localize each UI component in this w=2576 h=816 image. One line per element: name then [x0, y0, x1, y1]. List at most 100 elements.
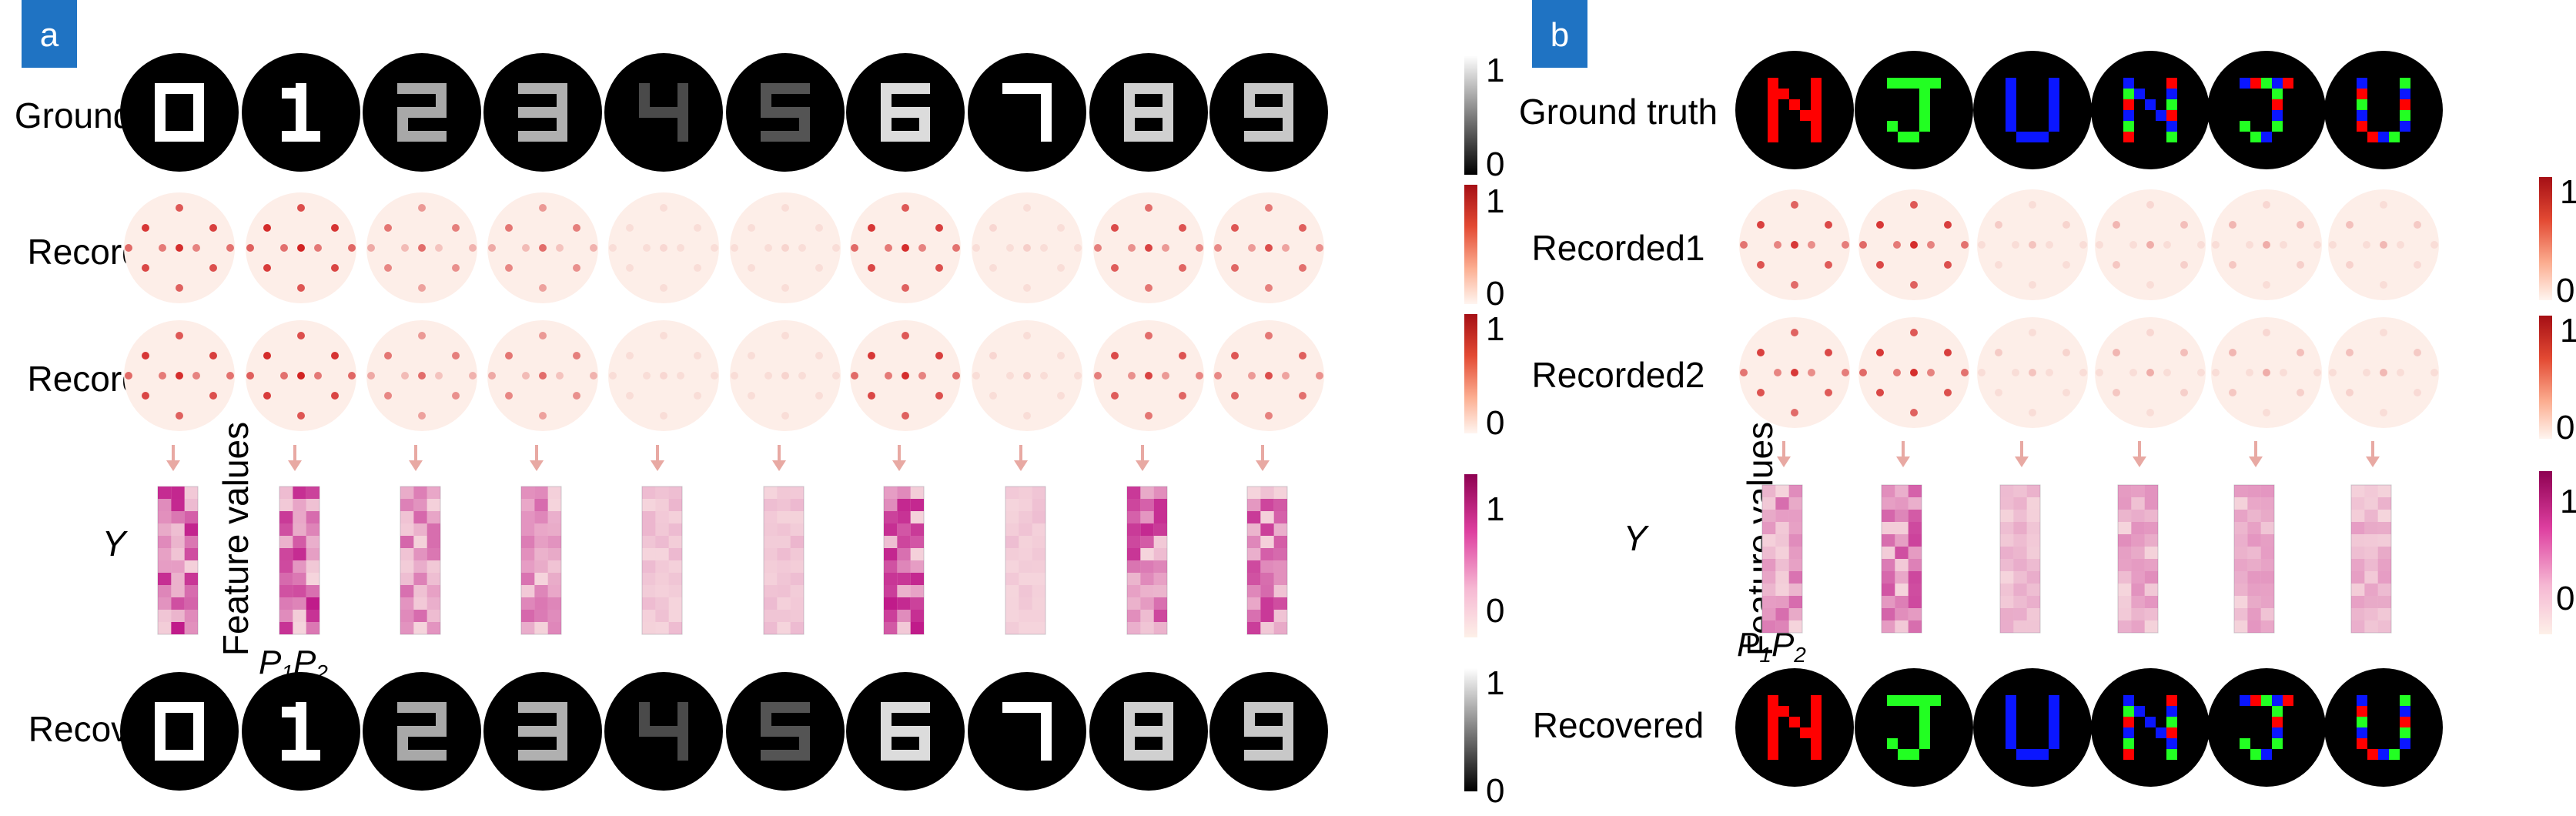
- letter-pixel: [1919, 695, 1930, 706]
- letter-pixel: [1887, 695, 1898, 706]
- feature-cell: [1762, 571, 1776, 584]
- intensity-spot: [2062, 389, 2070, 396]
- intensity-disk: [972, 192, 1082, 303]
- letter-pixel: [2038, 132, 2049, 142]
- feature-cell: [306, 597, 319, 610]
- letter-pixel: [2378, 132, 2389, 142]
- feature-cell: [1788, 571, 1802, 584]
- feature-cell: [2131, 534, 2145, 547]
- intensity-spot: [851, 372, 858, 380]
- digit-stroke: [1124, 83, 1173, 94]
- intensity-spot: [418, 412, 426, 420]
- letter-pixel: [2400, 717, 2410, 727]
- feature-cell: [1882, 522, 1895, 534]
- feature-cell: [400, 499, 414, 511]
- intensity-spot: [192, 244, 200, 252]
- letter-pixel: [1811, 738, 1822, 749]
- letter-pixel: [2272, 110, 2283, 121]
- feature-cell: [777, 511, 791, 523]
- intensity-spot: [1927, 369, 1935, 376]
- letter-pixel: [1778, 706, 1789, 717]
- feature-cell: [1273, 523, 1287, 536]
- panel-b-feature-5: [2350, 484, 2392, 634]
- feature-cell: [910, 585, 924, 597]
- feature-cell: [2364, 608, 2378, 620]
- feature-cell: [1273, 536, 1287, 548]
- panel-a-gt-digit-9: [1209, 53, 1328, 172]
- feature-cell: [2026, 608, 2040, 620]
- feature-cell: [1882, 596, 1895, 608]
- letter-pixel: [2134, 89, 2145, 99]
- intensity-spot: [885, 244, 892, 252]
- digit-stroke: [881, 726, 930, 737]
- feature-cell: [1908, 497, 1922, 510]
- feature-cell: [910, 622, 924, 634]
- feature-cell: [1127, 597, 1141, 610]
- letter-pixel: [2166, 706, 2177, 717]
- feature-cell: [2000, 584, 2014, 596]
- feature-cell: [521, 597, 535, 610]
- feature-cell: [910, 597, 924, 610]
- feature-cell: [2118, 547, 2132, 559]
- feature-cell: [1127, 536, 1141, 548]
- object-disk: [2324, 668, 2443, 787]
- intensity-spot: [764, 372, 772, 380]
- feature-cell: [777, 597, 791, 610]
- feature-cell: [1908, 596, 1922, 608]
- feature-cell: [655, 573, 669, 585]
- intensity-spot: [263, 264, 271, 272]
- feature-cell: [1788, 608, 1802, 620]
- intensity-spot: [1995, 389, 2002, 396]
- feature-cell: [642, 560, 656, 573]
- feature-cell: [1273, 511, 1287, 523]
- feature-cell: [306, 573, 319, 585]
- letter-pixel: [1887, 78, 1898, 89]
- intensity-spot: [1023, 412, 1031, 420]
- feature-cell: [2260, 510, 2274, 522]
- feature-cell: [2118, 522, 2132, 534]
- feature-cell: [1260, 610, 1274, 622]
- letter-pixel: [2049, 717, 2059, 727]
- colorbar-max-label: 1: [2560, 312, 2576, 349]
- intensity-spot: [488, 372, 496, 380]
- feature-cell: [1019, 597, 1032, 610]
- intensity-spot: [660, 204, 667, 212]
- feature-cell: [1140, 573, 1154, 585]
- intensity-spot: [176, 204, 183, 212]
- feature-cell: [171, 499, 185, 511]
- intensity-spot: [142, 264, 149, 272]
- feature-cell: [1762, 497, 1776, 510]
- feature-cell: [547, 622, 561, 634]
- arrow-head: [1896, 456, 1910, 467]
- feature-cell: [521, 622, 535, 634]
- feature-cell: [427, 610, 440, 622]
- panel-a-arrow-7: [1014, 445, 1028, 471]
- feature-cell: [668, 511, 682, 523]
- intensity-spot: [1145, 284, 1153, 292]
- letter-pixel: [2156, 110, 2166, 121]
- feature-cell: [764, 548, 778, 560]
- intensity-spot: [1995, 261, 2002, 269]
- digit-stroke: [155, 702, 204, 713]
- panel-b-gt-letter-4: [2207, 51, 2326, 169]
- feature-cell: [1895, 559, 1909, 571]
- panel-a-recorded1-9: [1213, 192, 1324, 303]
- intensity-spot: [1265, 244, 1273, 252]
- feature-cell: [1273, 487, 1287, 499]
- feature-cell: [1140, 487, 1154, 499]
- feature-cell: [184, 548, 198, 560]
- letter-pixel: [2272, 78, 2283, 89]
- letter-pixel: [2400, 727, 2410, 738]
- feature-cell: [1908, 534, 1922, 547]
- intensity-spot: [2380, 329, 2387, 336]
- feature-cell: [2247, 559, 2261, 571]
- feature-cell: [2000, 485, 2014, 497]
- panel-b-tag: b: [1532, 0, 1587, 68]
- intensity-spot: [1111, 352, 1119, 360]
- feature-cell: [1775, 485, 1789, 497]
- panel-a-recorded1-3: [487, 192, 598, 303]
- feature-cell: [158, 548, 172, 560]
- feature-cell: [668, 560, 682, 573]
- feature-cell: [2118, 510, 2132, 522]
- feature-cell: [777, 548, 791, 560]
